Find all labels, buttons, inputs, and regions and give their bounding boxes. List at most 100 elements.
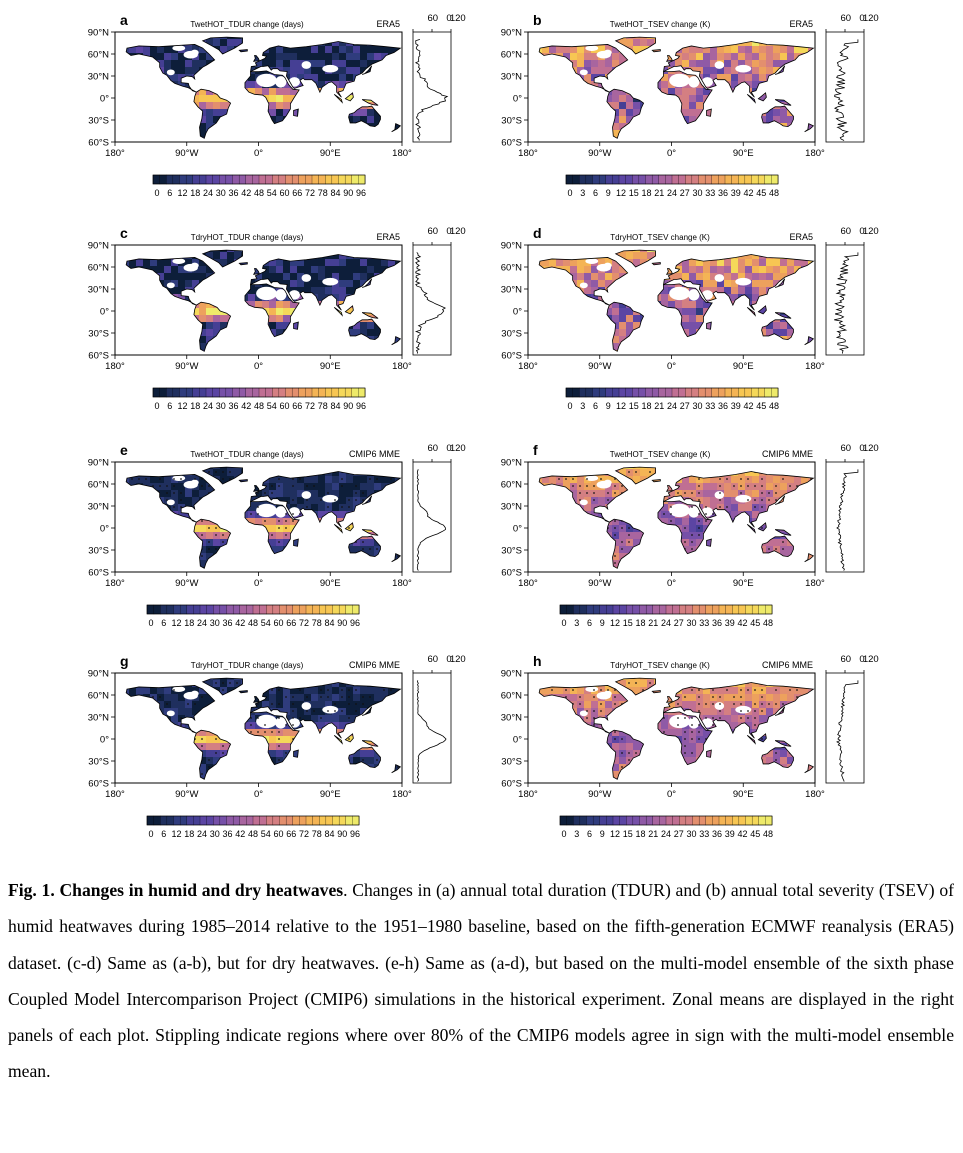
lat-label: 30°S (501, 329, 522, 340)
colorbar-segment (272, 174, 280, 185)
colorbar-segment (671, 387, 680, 398)
lon-label: 90°W (588, 578, 611, 589)
colorbar-label: 66 (292, 188, 302, 198)
colorbar-segment (325, 815, 333, 826)
colorbar-segment (265, 174, 273, 185)
colorbar-label: 48 (254, 401, 264, 411)
lat-label: 30°S (88, 329, 109, 340)
colorbar-frame (559, 604, 773, 615)
lat-label: 60°N (88, 691, 109, 702)
colorbar-segment (685, 387, 693, 398)
lat-label: 30°N (501, 713, 522, 724)
zonal-frame (412, 672, 452, 784)
colorbar-label: 96 (350, 829, 360, 839)
colorbar-label: 84 (330, 188, 340, 198)
colorbar-segment (272, 387, 280, 398)
colorbar-segment (285, 815, 294, 826)
colorbar-segment (626, 604, 634, 615)
coastlines (125, 36, 402, 139)
lon-label: 180° (805, 148, 825, 159)
colorbar-label: 27 (680, 401, 690, 411)
colorbar-segment (606, 815, 614, 826)
colorbar-segment (311, 387, 320, 398)
lon-label: 180° (105, 148, 125, 159)
panel-letter: f (533, 442, 538, 458)
panel-title: TdryHOT_TSEV change (K) (610, 233, 710, 242)
colorbar-label: 15 (623, 829, 633, 839)
caption-text: . Changes in (a) annual total duration (… (8, 880, 954, 1082)
colorbar-segment (358, 174, 366, 185)
colorbar-label: 18 (184, 829, 194, 839)
lat-label: 0° (100, 524, 109, 535)
colorbar-label: 48 (248, 618, 258, 628)
coastlines (125, 466, 402, 569)
colorbar-segment (232, 174, 240, 185)
panel-title: TwetHOT_TDUR change (days) (190, 450, 304, 459)
colorbar-segment (765, 815, 773, 826)
colorbar-label: 18 (635, 618, 645, 628)
zonal-label: 60 (840, 13, 851, 24)
colorbar-segment (213, 815, 221, 826)
colorbar-segment (658, 387, 666, 398)
colorbar-label: 24 (661, 618, 671, 628)
colorbar-segment (272, 815, 280, 826)
lon-label: 180° (392, 361, 412, 372)
colorbar-label: 72 (299, 829, 309, 839)
colorbar-segment (718, 815, 727, 826)
colorbar-label: 78 (312, 829, 322, 839)
zonal-frame (412, 461, 452, 573)
lon-label: 180° (518, 578, 538, 589)
colorbar-segment (278, 174, 286, 185)
colorbar-segment (665, 815, 674, 826)
lon-label: 180° (392, 148, 412, 159)
colorbar-segment (565, 387, 574, 398)
lat-label: 30°S (501, 116, 522, 127)
zonal-frame (825, 244, 865, 356)
colorbar-segment (332, 604, 340, 615)
colorbar-label: 54 (267, 188, 277, 198)
colorbar-segment (292, 815, 300, 826)
colorbar-segment (592, 604, 601, 615)
lat-label: 90°N (88, 241, 109, 252)
colorbar-label: 45 (750, 618, 760, 628)
colorbar-segment (305, 387, 313, 398)
colorbar-label: 78 (318, 188, 328, 198)
colorbar-label: 30 (216, 188, 226, 198)
lon-label: 90°E (733, 361, 754, 372)
caption-label: Fig. 1. Changes in humid and dry heatwav… (8, 880, 344, 900)
colorbar-segment (199, 174, 207, 185)
colorbar-segment (573, 815, 581, 826)
lon-label: 180° (105, 361, 125, 372)
lon-label: 90°W (588, 361, 611, 372)
colorbar-segment (166, 174, 174, 185)
coastlines (538, 677, 815, 780)
colorbar-label: 39 (731, 188, 741, 198)
colorbar-segment (586, 604, 594, 615)
zonal-mean-line (833, 39, 859, 141)
colorbar-segment (153, 604, 161, 615)
colorbar-segment (199, 387, 207, 398)
lon-label: 180° (518, 361, 538, 372)
colorbar-segment (691, 174, 699, 185)
zonal-label: 0 (446, 13, 451, 24)
colorbar-label: 0 (148, 618, 153, 628)
colorbar-segment (671, 174, 680, 185)
colorbar-segment (651, 387, 660, 398)
colorbar-segment (585, 174, 593, 185)
colorbar-label: 12 (171, 829, 181, 839)
colorbar-segment (338, 387, 346, 398)
colorbar-segment (351, 174, 359, 185)
colorbar-segment (291, 387, 300, 398)
lat-label: 30°S (88, 757, 109, 768)
lat-label: 0° (513, 94, 522, 105)
lat-label: 60°N (88, 480, 109, 491)
zonal-mean-line (836, 469, 859, 571)
colorbar-segment (166, 387, 174, 398)
colorbar-label: 36 (718, 401, 728, 411)
colorbar-segment (704, 174, 713, 185)
colorbar-label: 18 (190, 401, 200, 411)
colorbar-segment (239, 815, 247, 826)
zonal-label: 60 (427, 226, 438, 237)
